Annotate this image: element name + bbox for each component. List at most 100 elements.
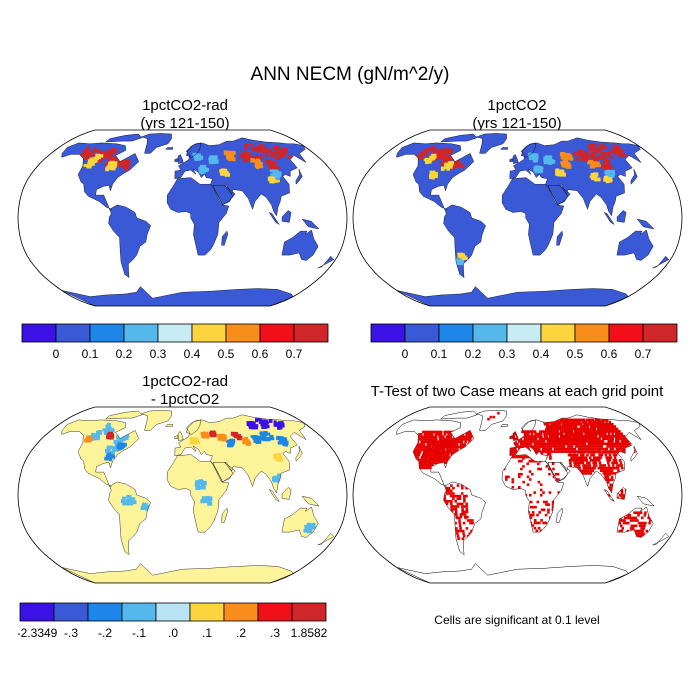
significant-cell bbox=[540, 430, 544, 433]
significant-cell bbox=[452, 445, 456, 449]
significant-cell bbox=[591, 427, 595, 431]
significant-cell bbox=[465, 510, 469, 514]
significant-cell bbox=[424, 453, 428, 456]
land-south-america bbox=[443, 204, 486, 278]
significant-cell bbox=[442, 440, 445, 443]
coastline-antarctica bbox=[396, 286, 629, 306]
significant-cell bbox=[447, 445, 451, 449]
significant-cell bbox=[432, 435, 436, 439]
significant-cell bbox=[526, 462, 529, 466]
significant-cell bbox=[595, 430, 598, 433]
field-cell bbox=[214, 161, 219, 164]
coastline-sumatra bbox=[268, 212, 280, 225]
field-cell bbox=[590, 174, 596, 178]
significant-cell bbox=[568, 459, 572, 462]
significant-cell bbox=[608, 473, 611, 476]
significant-cell bbox=[425, 450, 429, 454]
significant-cell bbox=[569, 453, 573, 457]
field-cell bbox=[444, 165, 450, 169]
significant-cell bbox=[568, 442, 571, 446]
field-cell bbox=[257, 146, 262, 150]
field-cell bbox=[288, 155, 292, 160]
significant-cell bbox=[445, 458, 449, 462]
significant-cell bbox=[578, 420, 581, 424]
field-cell bbox=[534, 168, 538, 174]
significant-cell bbox=[622, 450, 626, 453]
significant-cell bbox=[542, 447, 545, 451]
land-scandinavia bbox=[186, 419, 201, 435]
significant-cell bbox=[615, 461, 619, 465]
field-cell bbox=[93, 433, 98, 437]
significant-cell bbox=[445, 489, 449, 493]
significant-cell bbox=[434, 435, 438, 439]
field-cell bbox=[459, 164, 465, 169]
significant-cell bbox=[436, 440, 439, 443]
significant-cell bbox=[589, 442, 592, 446]
coastline-uk bbox=[177, 431, 184, 441]
field-cell bbox=[199, 486, 206, 490]
significant-cell bbox=[528, 478, 532, 481]
significant-cell bbox=[449, 433, 452, 436]
significant-cell bbox=[573, 461, 576, 465]
colorbar-swatch bbox=[55, 323, 91, 343]
significant-cell bbox=[540, 440, 544, 443]
significant-cell bbox=[644, 511, 647, 514]
significant-cell bbox=[588, 456, 592, 459]
significant-cell bbox=[440, 433, 443, 436]
field-cell bbox=[450, 165, 456, 170]
significant-cell bbox=[584, 423, 588, 426]
significant-cell bbox=[463, 438, 466, 441]
significant-cell bbox=[559, 447, 563, 451]
significant-cell bbox=[466, 519, 470, 522]
significant-cell bbox=[568, 430, 572, 433]
significant-cell bbox=[586, 461, 589, 465]
significant-cell bbox=[536, 435, 539, 438]
field-cell bbox=[555, 170, 560, 174]
coastline-sumatra bbox=[268, 489, 280, 502]
significant-cell bbox=[522, 445, 525, 448]
significant-cell bbox=[610, 475, 614, 479]
field-cell bbox=[263, 419, 268, 423]
significant-cell bbox=[585, 435, 589, 438]
significant-cell bbox=[444, 438, 448, 441]
significant-cell bbox=[535, 445, 539, 448]
significant-cell bbox=[613, 425, 617, 428]
significant-cell bbox=[589, 430, 593, 433]
field-cell bbox=[243, 156, 249, 160]
significant-cell bbox=[604, 473, 607, 476]
field-cell bbox=[599, 144, 605, 149]
colorbar-tick-label: 0.7 bbox=[635, 347, 652, 361]
significant-cell bbox=[548, 450, 551, 454]
field-cell bbox=[255, 418, 259, 423]
significant-cell bbox=[445, 486, 449, 490]
land-japan bbox=[295, 446, 303, 462]
significant-cell bbox=[600, 453, 604, 457]
significant-cell bbox=[568, 420, 572, 424]
significant-cell bbox=[456, 448, 459, 451]
significant-cell bbox=[429, 438, 433, 441]
land-madagascar bbox=[221, 231, 228, 246]
significant-cell bbox=[609, 440, 612, 443]
significant-cell bbox=[442, 435, 445, 439]
significant-cell bbox=[573, 464, 577, 467]
significant-cell bbox=[570, 423, 573, 426]
field-cell bbox=[619, 149, 624, 153]
significant-cell bbox=[448, 430, 452, 434]
significant-cell bbox=[549, 420, 552, 424]
coastline-sumatra bbox=[603, 212, 615, 225]
significant-cell bbox=[586, 440, 589, 443]
significant-cell bbox=[566, 432, 569, 436]
significant-cell bbox=[608, 478, 612, 481]
significant-cell bbox=[561, 423, 565, 426]
significant-cell bbox=[567, 440, 570, 443]
significant-cell bbox=[518, 445, 521, 448]
significant-cell bbox=[607, 486, 610, 489]
significant-cell bbox=[465, 527, 469, 530]
land-australia bbox=[281, 230, 319, 261]
significant-cell bbox=[571, 447, 575, 451]
coastline-new-guinea bbox=[301, 495, 320, 507]
significant-cell bbox=[558, 427, 562, 431]
significant-cell bbox=[511, 486, 515, 489]
field-cell bbox=[589, 147, 593, 151]
field-cell bbox=[106, 435, 110, 439]
